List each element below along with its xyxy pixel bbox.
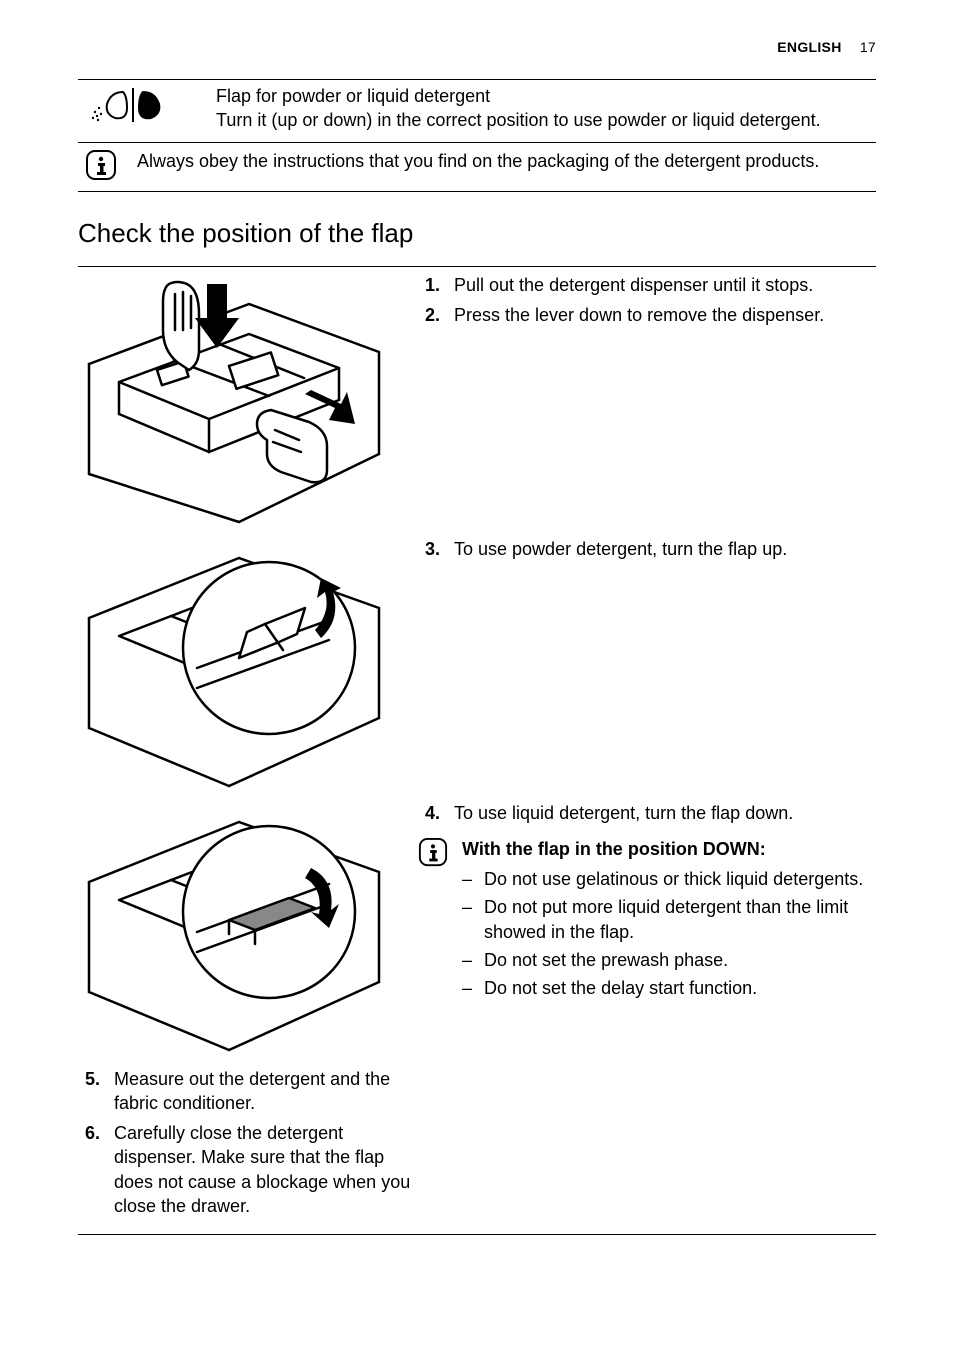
rule-4	[78, 266, 876, 267]
info-icon	[418, 837, 450, 1005]
step-body: Measure out the detergent and the fabric…	[114, 1067, 418, 1116]
step-body: To use powder detergent, turn the flap u…	[454, 537, 876, 561]
dash-body: Do not set the delay start function.	[484, 976, 757, 1000]
flap-intro-row: Flap for powder or liquid detergent Turn…	[78, 80, 876, 143]
list-item: 1. Pull out the detergent dispenser until…	[418, 273, 876, 297]
dash-body: Do not set the prewash phase.	[484, 948, 728, 972]
flap-intro-title: Flap for powder or liquid detergent	[216, 84, 876, 108]
list-item: 6.Carefully close the detergent dispense…	[78, 1121, 418, 1218]
page-header: ENGLISH 17	[78, 38, 876, 57]
info-icon	[78, 149, 123, 181]
step-body: To use liquid detergent, turn the flap d…	[454, 801, 876, 825]
illustration-step-1-2	[78, 273, 398, 525]
rule-3	[78, 191, 876, 192]
step-body: Pull out the detergent dispenser until i…	[454, 273, 876, 297]
list-item: –Do not use gelatinous or thick liquid d…	[462, 867, 876, 891]
list-item: –Do not put more liquid detergent than t…	[462, 895, 876, 944]
step-number: 6.	[78, 1121, 100, 1218]
rule-bottom	[78, 1234, 876, 1235]
step-number: 5.	[78, 1067, 100, 1116]
check-heading: Check the position of the flap	[78, 216, 876, 251]
list-item: 4. To use liquid detergent, turn the flap…	[418, 801, 876, 825]
list-item: 3. To use powder detergent, turn the flap…	[418, 537, 876, 561]
list-item: 2. Press the lever down to remove the dis…	[418, 303, 876, 327]
flap-down-title: With the flap in the position DOWN:	[462, 837, 876, 861]
list-item: –Do not set the prewash phase.	[462, 948, 876, 972]
info-note-text: Always obey the instructions that you fi…	[137, 149, 876, 173]
flap-intro-body: Turn it (up or down) in the correct posi…	[216, 108, 876, 132]
step-number: 4.	[418, 801, 440, 825]
step-number: 2.	[418, 303, 440, 327]
dash-body: Do not put more liquid detergent than th…	[484, 895, 876, 944]
dash-body: Do not use gelatinous or thick liquid de…	[484, 867, 863, 891]
list-item: 5. Measure out the detergent and the fabr…	[78, 1067, 418, 1116]
header-page-number: 17	[860, 39, 876, 55]
info-note-top: Always obey the instructions that you fi…	[78, 143, 876, 191]
flap-toggle-icon	[78, 84, 188, 126]
step-number: 1.	[418, 273, 440, 297]
list-item: –Do not set the delay start function.	[462, 976, 876, 1000]
step-body: Carefully close the detergent dispenser.…	[114, 1121, 418, 1218]
illustration-step-3	[78, 537, 398, 789]
step-number: 3.	[418, 537, 440, 561]
step-body: Press the lever down to remove the dispe…	[454, 303, 876, 327]
illustration-step-4	[78, 801, 398, 1053]
flap-down-note: With the flap in the position DOWN: –Do …	[418, 837, 876, 1005]
header-language: ENGLISH	[777, 39, 841, 55]
